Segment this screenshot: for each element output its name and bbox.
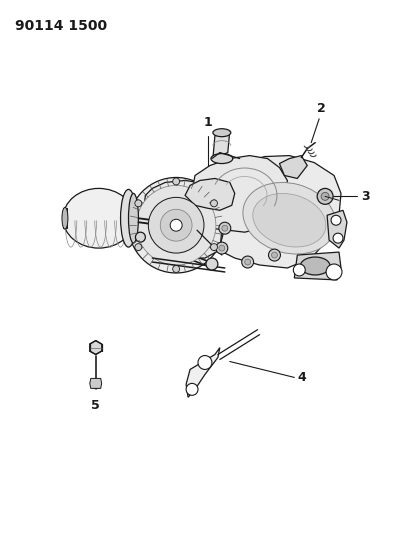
- Circle shape: [271, 252, 277, 258]
- Circle shape: [317, 188, 333, 204]
- Polygon shape: [190, 156, 287, 232]
- Polygon shape: [90, 378, 101, 389]
- Circle shape: [216, 242, 228, 254]
- Text: 2: 2: [317, 102, 326, 115]
- Circle shape: [326, 264, 342, 280]
- Circle shape: [148, 197, 204, 253]
- Circle shape: [186, 383, 198, 395]
- Circle shape: [135, 200, 142, 207]
- Circle shape: [219, 222, 231, 234]
- Polygon shape: [63, 208, 67, 228]
- Ellipse shape: [213, 129, 231, 136]
- Circle shape: [206, 258, 218, 270]
- Circle shape: [163, 219, 173, 229]
- Ellipse shape: [211, 154, 233, 164]
- Circle shape: [219, 245, 225, 251]
- Circle shape: [245, 259, 251, 265]
- Circle shape: [135, 244, 142, 251]
- Circle shape: [222, 225, 228, 231]
- Circle shape: [211, 244, 217, 251]
- Circle shape: [173, 265, 179, 272]
- Circle shape: [198, 356, 212, 369]
- Polygon shape: [140, 181, 225, 258]
- Circle shape: [170, 219, 182, 231]
- Circle shape: [137, 185, 216, 265]
- Circle shape: [293, 264, 305, 276]
- Circle shape: [129, 177, 224, 273]
- Polygon shape: [90, 341, 102, 354]
- Circle shape: [178, 228, 186, 236]
- Circle shape: [160, 209, 192, 241]
- Polygon shape: [208, 156, 341, 268]
- Circle shape: [321, 192, 329, 200]
- Ellipse shape: [121, 189, 137, 247]
- Circle shape: [211, 200, 217, 207]
- Ellipse shape: [63, 188, 135, 248]
- Text: 5: 5: [92, 399, 100, 413]
- Circle shape: [333, 233, 343, 243]
- Text: 1: 1: [203, 116, 212, 129]
- Polygon shape: [186, 348, 220, 397]
- Circle shape: [242, 256, 254, 268]
- Text: 3: 3: [361, 190, 369, 203]
- Circle shape: [331, 215, 341, 225]
- Ellipse shape: [62, 207, 68, 229]
- Polygon shape: [295, 252, 341, 280]
- Ellipse shape: [253, 193, 326, 247]
- Ellipse shape: [129, 193, 139, 243]
- Ellipse shape: [300, 257, 330, 275]
- Polygon shape: [279, 156, 307, 179]
- Text: 4: 4: [297, 371, 306, 384]
- Ellipse shape: [243, 182, 336, 254]
- Polygon shape: [185, 179, 235, 211]
- Circle shape: [269, 249, 281, 261]
- Circle shape: [173, 178, 179, 185]
- Circle shape: [135, 232, 145, 242]
- Text: 90114 1500: 90114 1500: [15, 19, 107, 33]
- Polygon shape: [327, 211, 347, 248]
- Polygon shape: [213, 131, 230, 158]
